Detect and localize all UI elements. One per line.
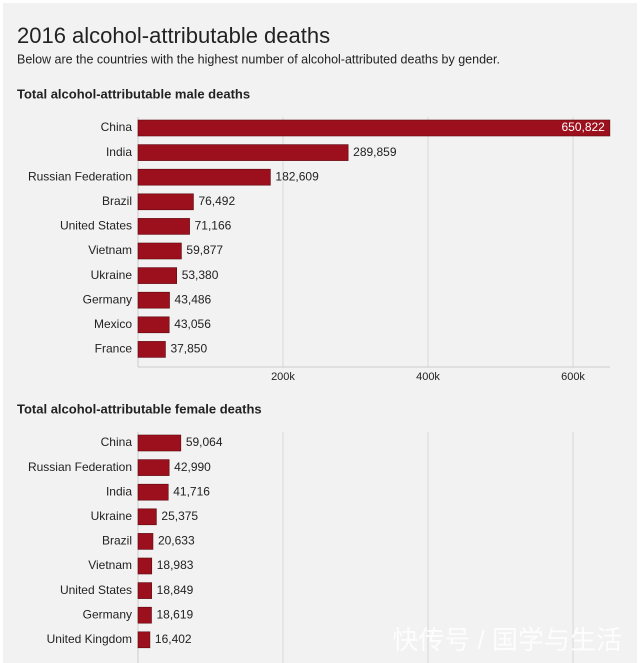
chart-title: Total alcohol-attributable female deaths	[17, 401, 262, 416]
bar	[137, 582, 152, 599]
y-tick-label: France	[95, 342, 133, 356]
bar	[137, 631, 151, 649]
chart-title: Total alcohol-attributable male deaths	[17, 86, 250, 101]
bar	[137, 291, 170, 309]
y-tick-label: Russian Federation	[28, 169, 132, 183]
value-label: 43,056	[174, 317, 211, 331]
y-tick-label: Ukraine	[91, 268, 133, 282]
value-label: 20,633	[158, 534, 195, 548]
y-tick-label: Vietnam	[88, 558, 132, 572]
value-label: 650,822	[561, 120, 605, 134]
value-label: 289,859	[353, 145, 397, 159]
y-tick-label: Mexico	[94, 317, 132, 331]
y-tick-label: United States	[60, 219, 132, 233]
bar	[137, 483, 169, 501]
y-tick-label: United Kingdom	[47, 632, 132, 646]
value-label: 18,983	[157, 558, 194, 572]
value-label: 41,716	[173, 484, 210, 498]
x-tick-label: 200k	[271, 371, 295, 383]
y-tick-label: China	[101, 435, 133, 449]
value-label: 37,850	[170, 342, 207, 356]
value-label: 71,166	[195, 219, 232, 233]
background	[3, 3, 637, 663]
page-subtitle: Below are the countries with the highest…	[17, 52, 500, 66]
bar	[137, 267, 178, 284]
value-label: 182,609	[275, 169, 319, 183]
value-label: 25,375	[161, 509, 198, 523]
bar	[137, 119, 611, 137]
value-label: 18,849	[157, 583, 194, 597]
y-tick-label: China	[101, 120, 133, 134]
value-label: 59,877	[186, 243, 223, 257]
page-title: 2016 alcohol-attributable deaths	[17, 23, 330, 48]
bar	[137, 341, 166, 358]
y-tick-label: Germany	[83, 607, 132, 621]
bar	[137, 218, 190, 235]
y-tick-label: United States	[60, 583, 132, 597]
y-tick-label: Brazil	[102, 194, 132, 208]
x-tick-label: 600k	[561, 371, 585, 383]
bar	[137, 508, 157, 526]
y-tick-label: Vietnam	[88, 243, 132, 257]
watermark: 快传号 / 国学与生活	[392, 625, 622, 655]
y-tick-label: India	[106, 484, 132, 498]
x-tick-label: 400k	[416, 371, 440, 383]
value-label: 59,064	[186, 435, 223, 449]
y-tick-label: Brazil	[102, 534, 132, 548]
value-label: 53,380	[182, 268, 219, 282]
y-tick-label: Russian Federation	[28, 460, 132, 474]
bar	[137, 533, 154, 550]
value-label: 16,402	[155, 632, 192, 646]
bar	[137, 242, 182, 260]
bar	[137, 144, 349, 161]
value-label: 76,492	[198, 194, 235, 208]
bar	[137, 459, 170, 476]
value-label: 42,990	[174, 460, 211, 474]
y-tick-label: Germany	[83, 292, 132, 306]
y-tick-label: Ukraine	[91, 509, 133, 523]
bar	[137, 557, 153, 575]
bar	[137, 606, 152, 624]
bar	[137, 316, 170, 334]
bar	[137, 193, 194, 211]
bar	[137, 434, 182, 452]
value-label: 43,486	[175, 292, 212, 306]
bar	[137, 168, 271, 186]
value-label: 18,619	[156, 607, 193, 621]
y-tick-label: India	[106, 145, 132, 159]
